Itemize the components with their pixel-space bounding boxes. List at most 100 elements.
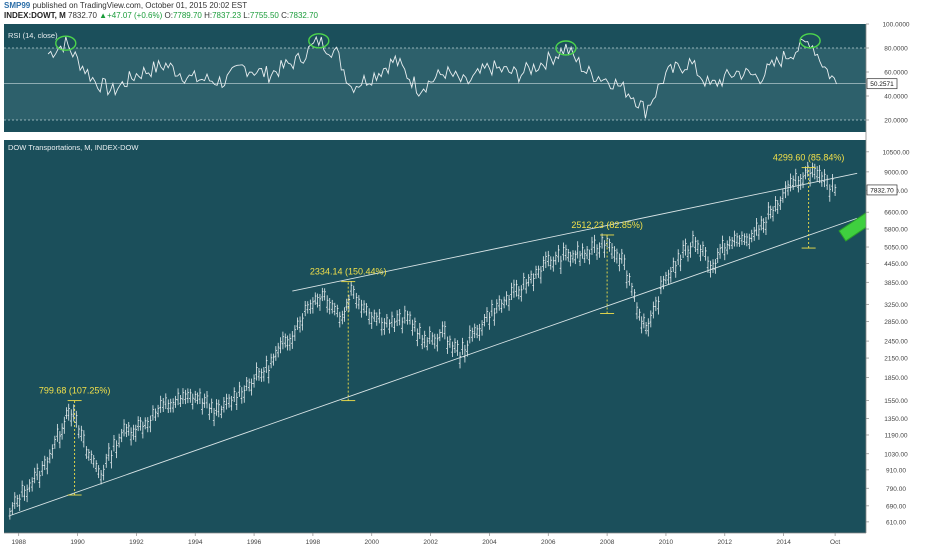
- open-value: 7789.70: [172, 11, 202, 20]
- ohlc-bar: [48, 449, 52, 464]
- ohlc-bar: [525, 278, 528, 294]
- ohlc-bar: [436, 333, 439, 352]
- ohlc-bar: [198, 388, 202, 405]
- ohlc-bar: [552, 256, 555, 272]
- open-label: O:: [164, 11, 173, 20]
- ohlc-bar: [208, 403, 211, 420]
- ohlc-bar: [314, 292, 317, 305]
- ohlc-bar: [338, 311, 342, 328]
- price-axis-background: [866, 24, 932, 533]
- ohlc-bar: [18, 494, 21, 511]
- price-panel[interactable]: 799.68 (107.25%) 2334.14 (150.44%) 2512.23…: [4, 140, 876, 533]
- ohlc-bar: [16, 494, 19, 508]
- ohlc-bar: [748, 233, 751, 250]
- ohlc-bar: [194, 390, 197, 403]
- ohlc-bar: [818, 165, 821, 184]
- ohlc-bar: [272, 353, 275, 366]
- measure-annotation-4: 4299.60 (85.84%): [773, 153, 844, 249]
- ohlc-bar: [557, 244, 560, 263]
- ohlc-bar: [328, 297, 331, 315]
- ohlc-bar: [515, 279, 518, 297]
- ohlc-bar: [250, 378, 253, 396]
- price-axis-label: 3850.00: [884, 280, 908, 287]
- price-axis-label: 6600.00: [884, 210, 908, 217]
- up-triangle-icon: ▲: [99, 11, 108, 20]
- ohlc-bar: [281, 331, 285, 350]
- ohlc-bar: [141, 421, 145, 439]
- price-axis-label: 5050.00: [884, 245, 908, 252]
- ohlc-bar: [578, 250, 582, 266]
- ohlc-bar: [279, 337, 282, 354]
- ohlc-bar: [291, 331, 294, 349]
- ohlc-bar: [323, 288, 326, 301]
- ohlc-bar: [438, 329, 442, 342]
- ohlc-bar: [559, 255, 563, 274]
- author-link[interactable]: SMP99: [4, 1, 31, 10]
- ohlc-bar: [714, 259, 717, 274]
- ohlc-bar: [791, 175, 795, 190]
- rsi-panel[interactable]: RSI (14, close): [4, 24, 866, 132]
- ohlc-bar: [365, 303, 368, 316]
- publish-line: SMP99 published on TradingView.com, Octo…: [4, 1, 247, 10]
- ohlc-bar: [390, 311, 394, 328]
- ohlc-bar: [517, 286, 521, 300]
- ohlc-bar: [753, 226, 756, 241]
- time-axis-label: 2006: [541, 539, 556, 546]
- ohlc-bar: [512, 279, 516, 298]
- ohlc-bar: [413, 317, 417, 332]
- ohlc-bar: [341, 310, 344, 325]
- ohlc-bar: [583, 249, 586, 263]
- ohlc-bar: [360, 299, 363, 318]
- ohlc-bar: [189, 388, 192, 403]
- ohlc-bar: [600, 233, 604, 249]
- ohlc-bar: [23, 485, 26, 501]
- ohlc-bar: [598, 242, 601, 258]
- ohlc-bar: [274, 346, 278, 361]
- price-change: +47.07 (+0.6%): [107, 11, 163, 20]
- price-axis-label: 1350.00: [884, 416, 908, 423]
- last-price: 7832.70: [68, 11, 97, 20]
- ohlc-bar: [475, 325, 479, 339]
- ohlc-bar: [431, 332, 434, 345]
- ohlc-bar: [58, 431, 62, 449]
- ohlc-bar: [823, 169, 826, 188]
- price-axis-label: 9000.00: [884, 169, 908, 176]
- ohlc-bar: [11, 502, 14, 515]
- ohlc-bar: [87, 448, 91, 461]
- ohlc-bar: [331, 299, 334, 314]
- ohlc-bar: [493, 308, 496, 326]
- ohlc-bar: [162, 398, 165, 412]
- ohlc-bar: [630, 282, 634, 296]
- ohlc-bar: [238, 381, 241, 397]
- ohlc-bar: [243, 385, 246, 403]
- ohlc-bar: [99, 469, 103, 485]
- ohlc-bar: [716, 248, 719, 264]
- ohlc-bar: [67, 403, 70, 421]
- ohlc-bar: [411, 319, 414, 336]
- ohlc-bar: [288, 333, 292, 351]
- ohlc-bar: [507, 294, 511, 311]
- ohlc-bar: [53, 435, 57, 449]
- ohlc-bar: [585, 246, 589, 260]
- ohlc-bar: [789, 173, 792, 192]
- ohlc-bar: [373, 309, 376, 322]
- ohlc-bar: [527, 274, 530, 287]
- ohlc-bar: [689, 242, 692, 258]
- ohlc-bar: [222, 396, 226, 413]
- ohlc-bar: [301, 313, 304, 331]
- ohlc-bar: [495, 299, 498, 314]
- ohlc-bar: [196, 392, 199, 405]
- ohlc-bar: [638, 308, 641, 321]
- ohlc-bar: [468, 325, 472, 344]
- ohlc-bar: [733, 230, 736, 247]
- price-axis-label: 4450.00: [884, 261, 908, 268]
- ohlc-bar: [696, 239, 700, 255]
- price-axis-label: 910.00: [886, 467, 906, 474]
- ohlc-bar: [380, 317, 384, 336]
- ohlc-bar: [574, 250, 577, 265]
- ohlc-bar: [500, 299, 503, 313]
- close-value: 7832.70: [289, 11, 318, 20]
- ohlc-bar: [644, 321, 648, 335]
- ohlc-bar: [828, 184, 832, 202]
